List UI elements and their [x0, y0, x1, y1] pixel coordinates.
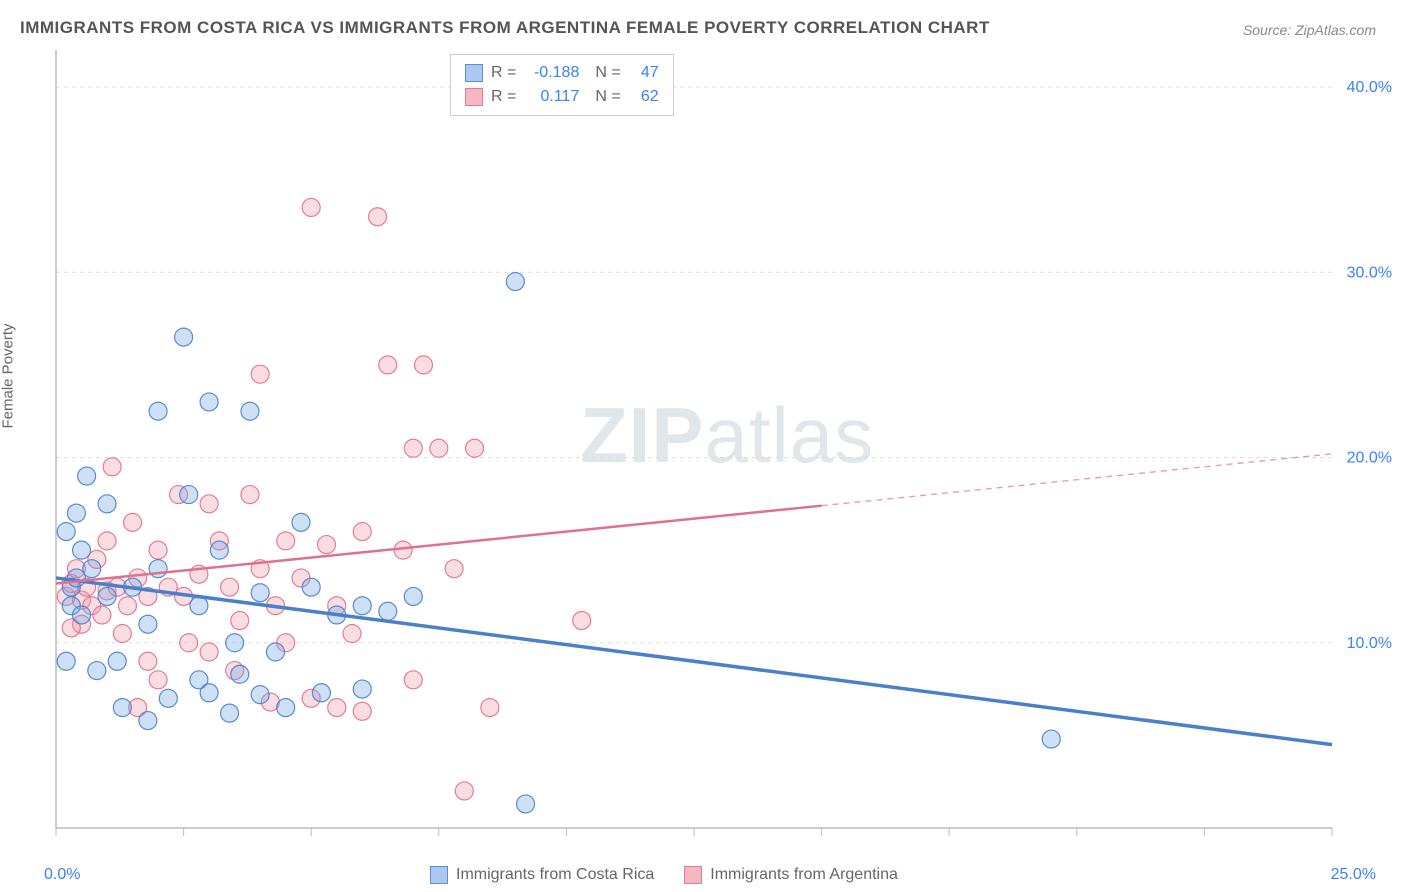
n-label-1: N = [595, 61, 620, 85]
legend-swatch-argentina [465, 88, 483, 106]
correlation-legend: R = -0.188 N = 47 R = 0.117 N = 62 [450, 54, 674, 116]
scatter-chart: 10.0% 20.0% 30.0% 40.0% [0, 0, 1406, 892]
legend-label-costa-rica: Immigrants from Costa Rica [456, 866, 654, 884]
legend-row-costa-rica: R = -0.188 N = 47 [465, 61, 659, 85]
n-value-2: 62 [629, 85, 659, 109]
r-value-2: 0.117 [524, 85, 579, 109]
n-value-1: 47 [629, 61, 659, 85]
legend-label-argentina: Immigrants from Argentina [710, 866, 898, 884]
svg-text:40.0%: 40.0% [1347, 79, 1392, 96]
r-label-2: R = [491, 85, 516, 109]
legend-swatch-costa-rica-bottom [430, 866, 448, 884]
svg-text:10.0%: 10.0% [1347, 635, 1392, 652]
x-axis-tick-0: 0.0% [44, 866, 80, 884]
r-value-1: -0.188 [524, 61, 579, 85]
svg-text:20.0%: 20.0% [1347, 450, 1392, 467]
legend-swatch-argentina-bottom [684, 866, 702, 884]
legend-item-argentina: Immigrants from Argentina [684, 866, 898, 884]
n-label-2: N = [595, 85, 620, 109]
svg-text:30.0%: 30.0% [1347, 264, 1392, 281]
legend-swatch-costa-rica [465, 64, 483, 82]
r-label-1: R = [491, 61, 516, 85]
series-legend: Immigrants from Costa Rica Immigrants fr… [430, 866, 898, 884]
legend-item-costa-rica: Immigrants from Costa Rica [430, 866, 654, 884]
legend-row-argentina: R = 0.117 N = 62 [465, 85, 659, 109]
x-axis-tick-max: 25.0% [1331, 866, 1376, 884]
